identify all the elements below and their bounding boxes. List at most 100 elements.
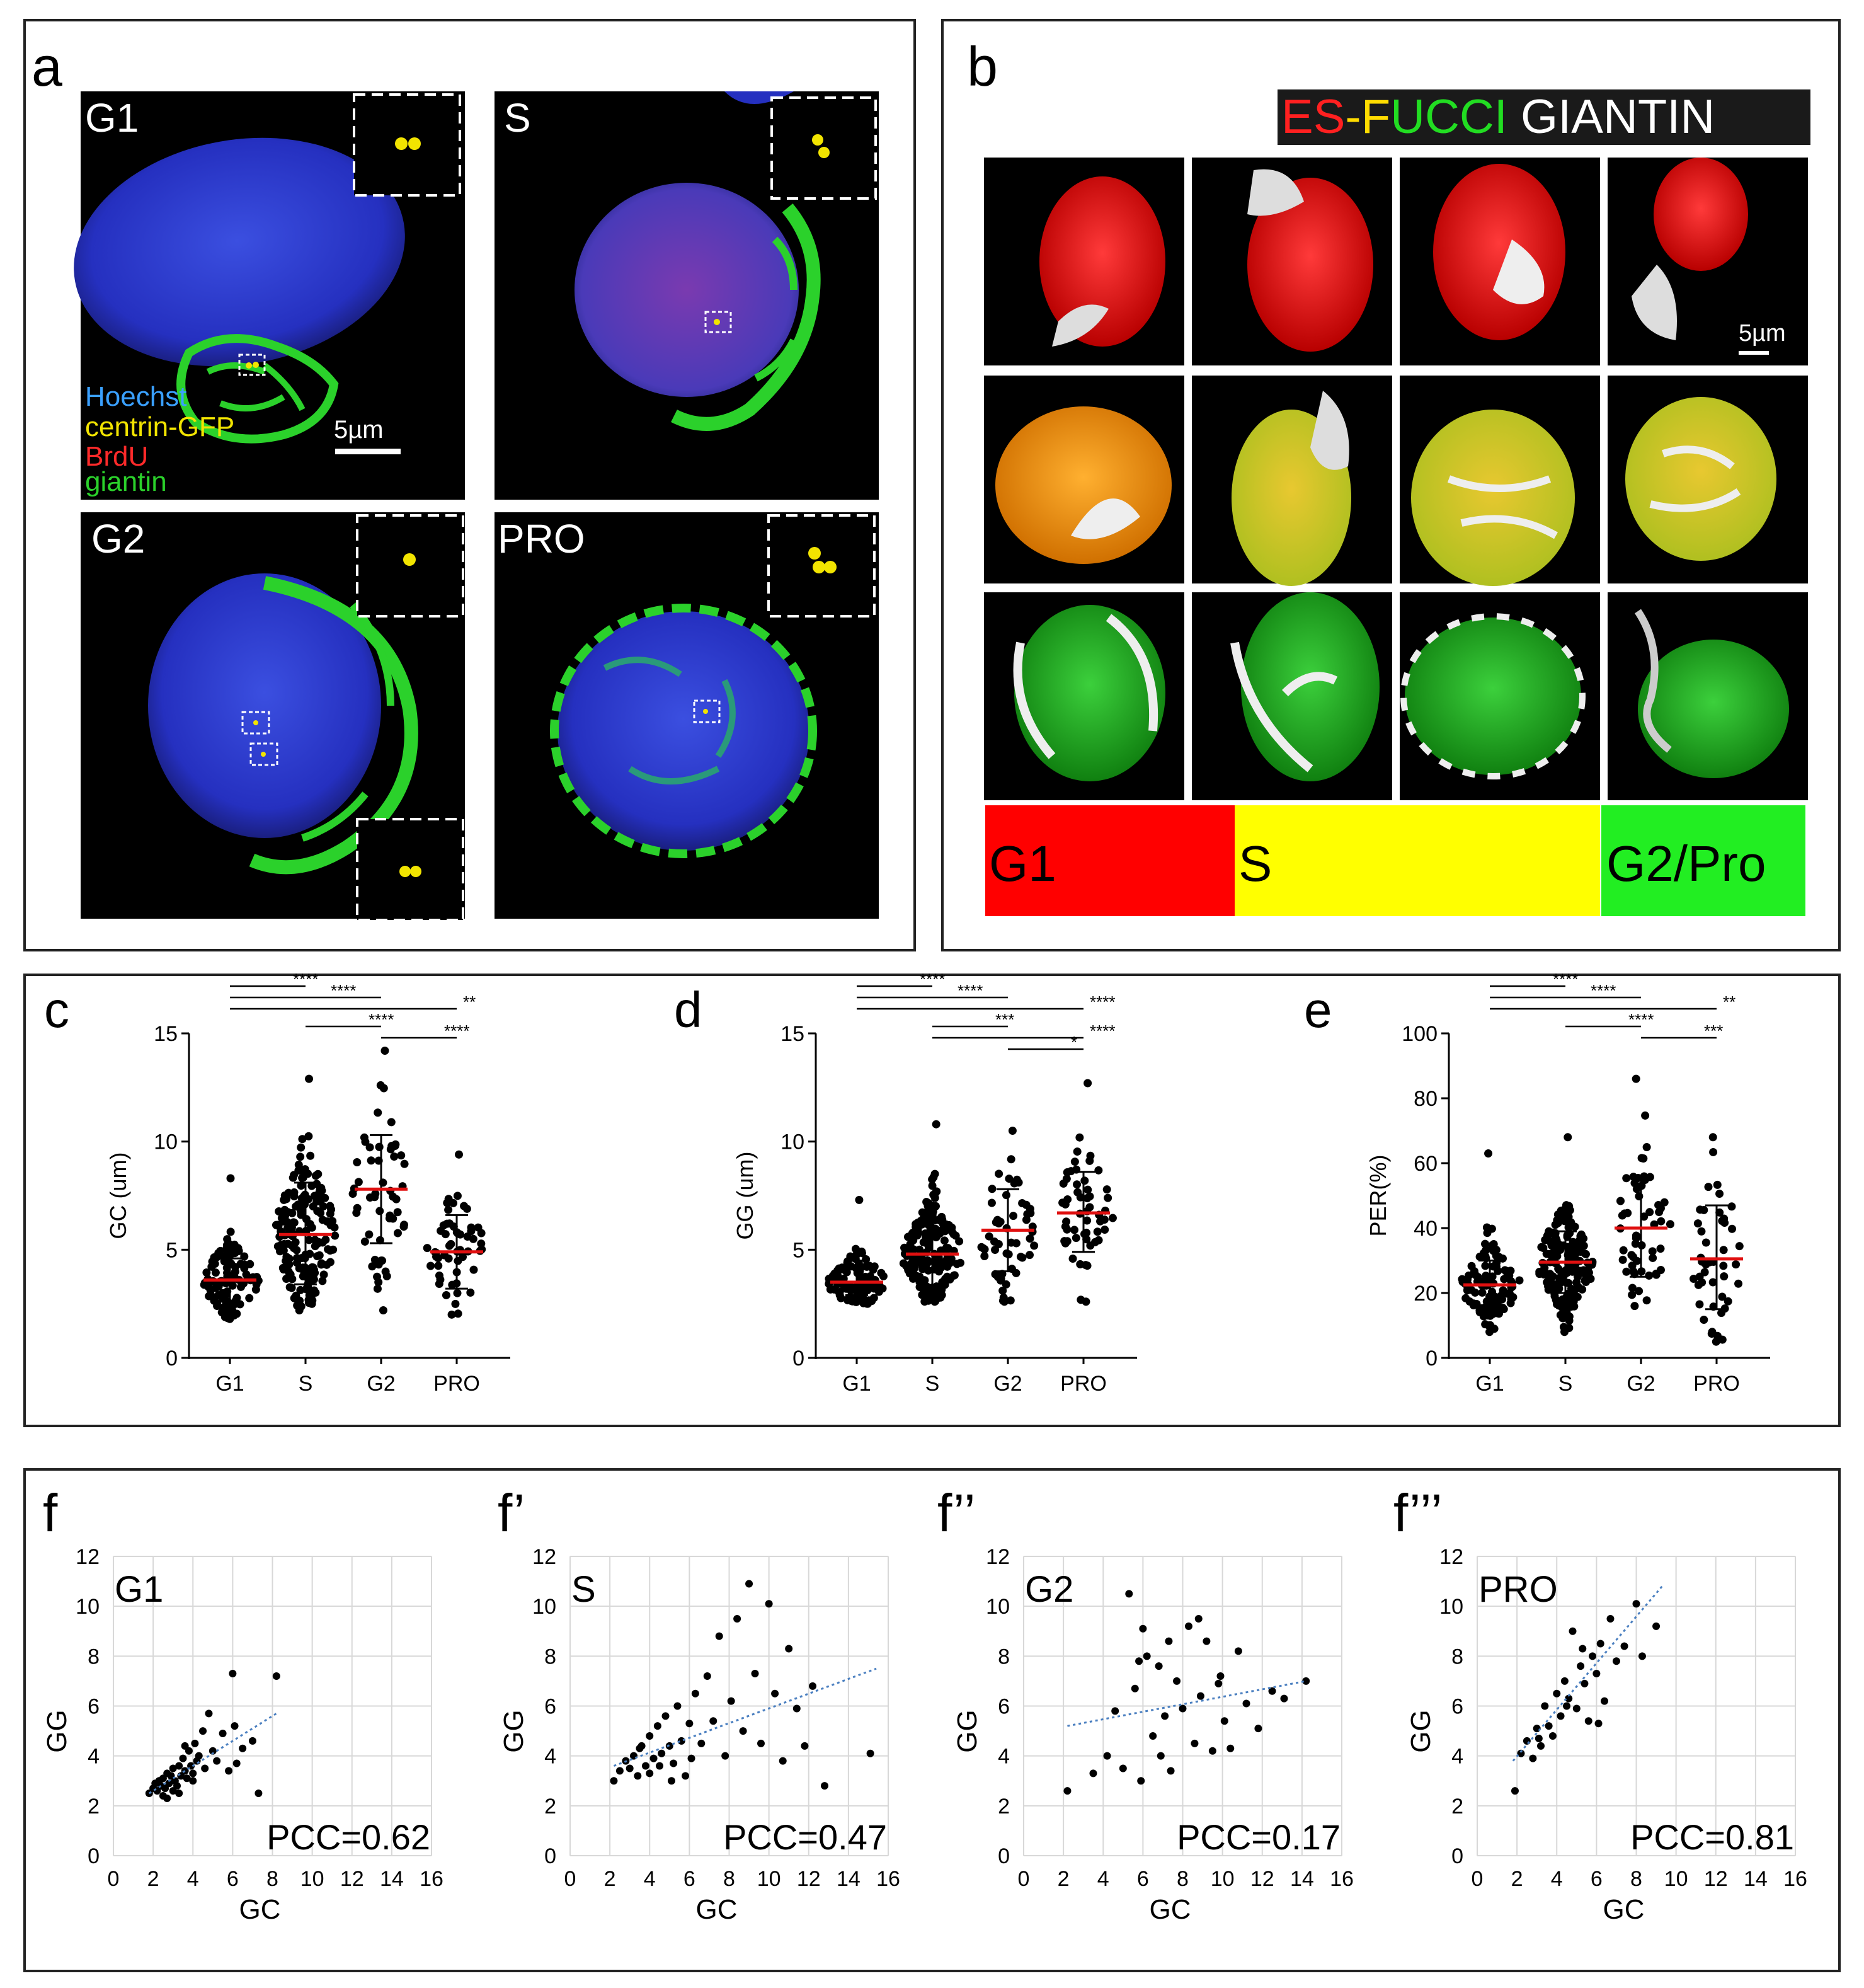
data-point bbox=[1135, 1657, 1143, 1665]
data-point bbox=[454, 1309, 462, 1318]
data-point bbox=[1612, 1657, 1620, 1665]
data-point bbox=[1086, 1151, 1095, 1160]
data-point bbox=[393, 1229, 402, 1238]
data-point bbox=[296, 1152, 305, 1161]
plot-phase-label: S bbox=[571, 1569, 596, 1610]
data-point bbox=[232, 1759, 241, 1767]
y-tick-label: 10 bbox=[76, 1595, 100, 1619]
data-point bbox=[1073, 1147, 1082, 1156]
image-g2 bbox=[81, 512, 465, 921]
data-point bbox=[670, 1759, 678, 1767]
data-point bbox=[1179, 1704, 1187, 1713]
data-point bbox=[1553, 1689, 1561, 1698]
data-point bbox=[1569, 1627, 1577, 1635]
data-point bbox=[469, 1265, 478, 1274]
x-tick-label: 8 bbox=[1177, 1867, 1189, 1891]
y-tick-label: 10 bbox=[1439, 1595, 1463, 1619]
data-point bbox=[987, 1198, 996, 1207]
panel-letter: f bbox=[43, 1483, 58, 1543]
x-tick-label: 12 bbox=[1704, 1867, 1728, 1891]
y-tick-label: 0 bbox=[792, 1347, 804, 1370]
data-point bbox=[1601, 1697, 1608, 1705]
data-point bbox=[1139, 1624, 1147, 1633]
data-point bbox=[1486, 1309, 1495, 1318]
data-point bbox=[282, 1256, 290, 1265]
data-point bbox=[626, 1764, 634, 1773]
data-point bbox=[1203, 1637, 1211, 1645]
data-point bbox=[469, 1234, 477, 1243]
data-point bbox=[1545, 1722, 1553, 1730]
data-point bbox=[715, 1632, 723, 1640]
data-point bbox=[477, 1239, 486, 1248]
significance-stars: **** bbox=[1090, 1021, 1115, 1040]
data-point bbox=[929, 1173, 938, 1181]
data-point bbox=[219, 1730, 227, 1738]
data-point bbox=[1220, 1717, 1228, 1725]
significance-stars: **** bbox=[958, 981, 983, 1000]
x-tick-label: 10 bbox=[1664, 1867, 1688, 1891]
data-point bbox=[223, 1235, 232, 1244]
scatter-plot-G2: f’’ 0 2 4 6 8 10 12 14 16 0 2 4 6 8 10 12 GC GG G2 PCC=0.17 bbox=[937, 1483, 1354, 1925]
data-point bbox=[275, 1247, 284, 1256]
data-point bbox=[1102, 1185, 1111, 1194]
data-point bbox=[327, 1205, 336, 1214]
data-point bbox=[937, 1226, 946, 1235]
data-point bbox=[1085, 1203, 1094, 1212]
data-point bbox=[360, 1237, 369, 1246]
data-point bbox=[922, 1197, 931, 1206]
x-tick-label: 16 bbox=[876, 1867, 900, 1891]
y-tick-label: 0 bbox=[166, 1347, 178, 1370]
data-point bbox=[1008, 1127, 1017, 1135]
y-tick-label: 40 bbox=[1414, 1217, 1438, 1241]
data-point bbox=[646, 1732, 654, 1740]
data-point bbox=[998, 1296, 1007, 1305]
data-point bbox=[379, 1306, 387, 1314]
data-point bbox=[387, 1118, 396, 1127]
data-point bbox=[251, 1285, 260, 1294]
pcc-value: PCC=0.81 bbox=[1630, 1817, 1794, 1857]
data-point bbox=[1007, 1238, 1015, 1247]
y-tick-label: 10 bbox=[780, 1130, 804, 1154]
data-point bbox=[216, 1246, 225, 1255]
panel-letter: f’ bbox=[498, 1483, 525, 1543]
data-point bbox=[847, 1283, 856, 1292]
y-tick-label: 8 bbox=[544, 1645, 556, 1669]
data-point bbox=[179, 1754, 187, 1762]
image-g1 bbox=[74, 91, 465, 500]
data-point bbox=[1515, 1276, 1524, 1285]
data-point bbox=[932, 1120, 941, 1129]
data-point bbox=[1157, 1752, 1165, 1760]
y-axis-label: GG (um) bbox=[732, 1152, 758, 1240]
x-tick-label: 2 bbox=[1058, 1867, 1070, 1891]
y-axis-label: GG bbox=[42, 1709, 72, 1752]
data-point bbox=[305, 1074, 314, 1083]
data-point bbox=[925, 1232, 934, 1241]
y-tick-label: 12 bbox=[532, 1545, 556, 1569]
data-point bbox=[393, 1208, 402, 1217]
data-point bbox=[331, 1231, 340, 1240]
data-point bbox=[634, 1772, 642, 1780]
data-point bbox=[1184, 1622, 1192, 1630]
x-tick-label: 0 bbox=[564, 1867, 576, 1891]
data-point bbox=[867, 1297, 876, 1306]
y-tick-label: 5 bbox=[792, 1238, 804, 1262]
y-tick-label: 2 bbox=[544, 1795, 556, 1819]
data-point bbox=[199, 1727, 207, 1735]
data-point bbox=[1632, 1600, 1640, 1608]
panel-b-frame bbox=[941, 19, 1841, 951]
data-point bbox=[321, 1193, 329, 1202]
x-tick-label: 8 bbox=[266, 1867, 278, 1891]
data-point bbox=[1194, 1614, 1203, 1623]
data-point bbox=[908, 1229, 917, 1238]
pcc-value: PCC=0.62 bbox=[266, 1817, 430, 1857]
data-point bbox=[1467, 1261, 1476, 1270]
data-point bbox=[1535, 1734, 1543, 1742]
data-point bbox=[360, 1133, 369, 1142]
y-tick-label: 8 bbox=[88, 1645, 100, 1669]
y-tick-label: 12 bbox=[1439, 1545, 1463, 1569]
data-point bbox=[306, 1220, 314, 1229]
data-point bbox=[649, 1754, 658, 1762]
label-g2: G2 bbox=[91, 516, 146, 561]
data-point bbox=[352, 1209, 361, 1217]
